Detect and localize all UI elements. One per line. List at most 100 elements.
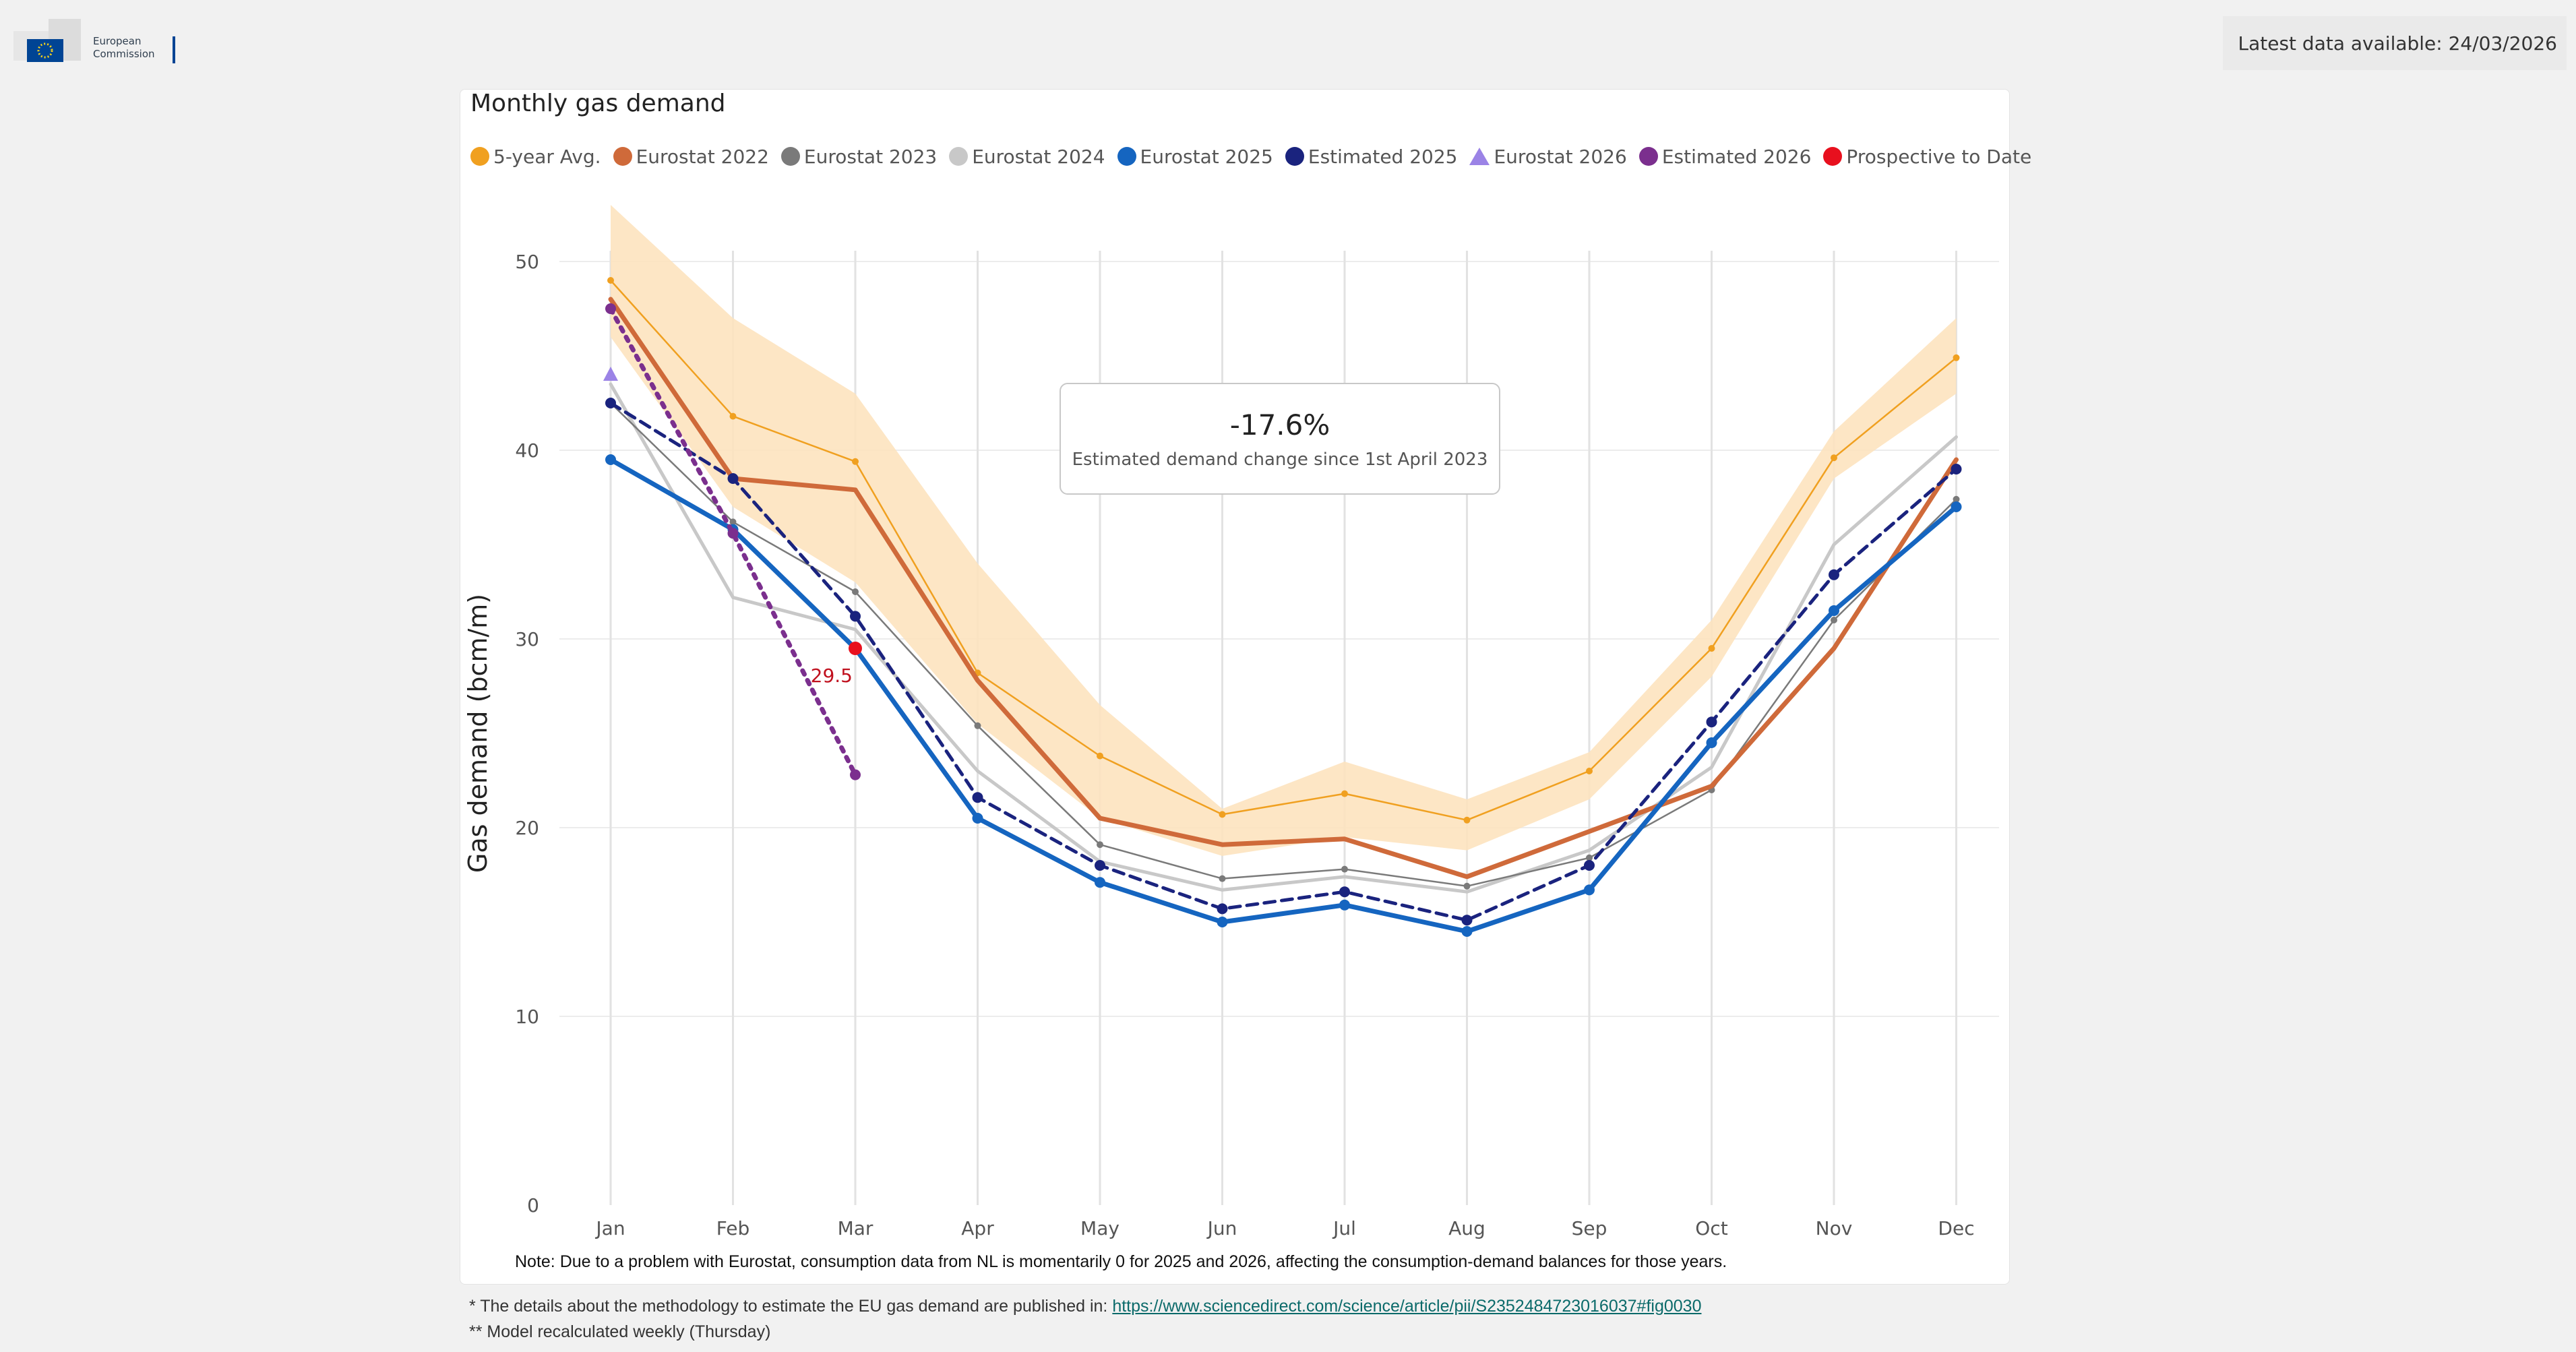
series-line [608, 457, 1959, 934]
series-point [850, 611, 861, 622]
series-point [1341, 790, 1348, 797]
methodology-text: * The details about the methodology to e… [469, 1297, 1108, 1316]
series-point [1706, 716, 1717, 728]
x-tick-label: Dec [1938, 1217, 1974, 1239]
x-tick-label: Jul [1332, 1217, 1356, 1239]
x-tick-label: Oct [1695, 1217, 1727, 1239]
series-point [1831, 617, 1837, 623]
prospective-point [849, 642, 862, 655]
series-point [852, 458, 859, 465]
series-point [1219, 875, 1226, 882]
x-tick-label: Mar [838, 1217, 873, 1239]
series-point [974, 722, 981, 729]
legend-marker-icon [1469, 148, 1490, 165]
series-line [608, 306, 858, 778]
series-point [1463, 816, 1471, 824]
model-recalc-footnote: ** Model recalculated weekly (Thursday) [469, 1322, 771, 1341]
series-point [727, 473, 739, 484]
legend-item[interactable]: Eurostat 2022 [613, 146, 769, 168]
series-point [607, 277, 614, 284]
legend-item[interactable]: 5-year Avg. [470, 146, 601, 168]
series-point [1953, 495, 1960, 503]
legend-item[interactable]: Eurostat 2024 [949, 146, 1105, 168]
x-tick-label: Sep [1572, 1217, 1607, 1239]
logo-line-2: Commission [93, 48, 155, 60]
series-point [605, 454, 616, 465]
series-point [727, 528, 739, 539]
y-tick-label: 50 [515, 251, 539, 273]
series-point [1953, 354, 1960, 361]
legend-item[interactable]: Eurostat 2025 [1117, 146, 1273, 168]
legend-label: Eurostat 2025 [1140, 145, 1273, 168]
legend-item[interactable]: Estimated 2026 [1638, 145, 1812, 168]
x-tick-label: Apr [961, 1217, 994, 1239]
series-point [1217, 917, 1228, 927]
latest-data-box: Latest data available: 24/03/2026 [2223, 16, 2567, 70]
legend-label: Estimated 2026 [1661, 145, 1812, 168]
legend-marker-icon [780, 147, 800, 166]
legend-label: Eurostat 2022 [636, 145, 769, 168]
series-point [1706, 737, 1717, 748]
logo-text: European Commission [93, 35, 155, 61]
series-point [1951, 501, 1962, 512]
x-tick-label: Jan [594, 1217, 625, 1239]
legend-item[interactable]: Eurostat 2023 [780, 145, 938, 168]
demand-change-label: Estimated demand change since 1st April … [1072, 450, 1488, 470]
series-point [1829, 569, 1839, 580]
series-line [609, 279, 1957, 822]
series-point [1586, 768, 1593, 774]
legend-item[interactable]: Estimated 2025 [1285, 145, 1458, 168]
legend-label: Eurostat 2026 [1494, 145, 1627, 168]
series-point [1217, 903, 1228, 915]
legend-label: Eurostat 2024 [972, 145, 1105, 168]
y-tick-label: 10 [515, 1006, 539, 1028]
series-point [729, 518, 737, 526]
demand-change-value: -17.6% [1229, 408, 1330, 441]
demand-change-callout: -17.6% Estimated demand change since 1st… [1060, 383, 1500, 495]
legend-marker-icon [613, 147, 632, 166]
logo-separator [173, 36, 175, 63]
series-point [1586, 854, 1593, 861]
series-point [605, 398, 616, 408]
series-point [1097, 841, 1103, 849]
series-point [1095, 860, 1105, 871]
series-point [1584, 860, 1595, 871]
series-line [608, 297, 1959, 880]
legend-item[interactable]: Eurostat 2026 [1469, 145, 1627, 168]
legend-item[interactable]: Prospective to Date [1823, 146, 2031, 168]
legend-label: Eurostat 2023 [803, 145, 938, 168]
legend-marker-icon [1823, 147, 1843, 166]
series-point [850, 769, 861, 780]
x-tick-label: Nov [1816, 1217, 1853, 1239]
series-point [972, 792, 983, 803]
series-point [1708, 645, 1715, 652]
european-commission-logo [13, 19, 81, 62]
chart-note: Note: Due to a problem with Eurostat, co… [515, 1252, 1727, 1271]
legend-marker-icon [1285, 147, 1304, 166]
y-tick-label: 20 [515, 817, 539, 839]
series-point [972, 813, 983, 824]
series-point [603, 367, 618, 381]
series-point [1951, 464, 1962, 474]
latest-data-text: Latest data available: 24/03/2026 [2238, 32, 2558, 55]
series-point [1339, 899, 1350, 911]
series-point [729, 412, 737, 420]
x-tick-label: Feb [716, 1217, 750, 1239]
y-tick-label: 30 [515, 628, 539, 650]
y-axis-label: Gas demand (bcm/m) [463, 594, 493, 873]
legend-marker-icon [470, 147, 489, 166]
legend-label: Estimated 2025 [1308, 145, 1458, 168]
x-tick-label: Jun [1206, 1217, 1237, 1239]
methodology-link[interactable]: https://www.sciencedirect.com/science/ar… [1112, 1297, 1702, 1316]
logo-line-1: European [93, 35, 142, 47]
series-line [609, 401, 1958, 922]
legend-label: 5-year Avg. [493, 145, 601, 168]
series-point [1463, 882, 1471, 890]
series-point [1829, 605, 1839, 616]
x-tick-label: Aug [1448, 1217, 1485, 1239]
gas-demand-chart: 29.5 0 10 20 30 40 50 Jan Feb Mar Apr May Jun Jul Aug S… [463, 205, 1999, 1239]
series-point [1461, 926, 1473, 937]
x-tick-label: May [1080, 1217, 1120, 1239]
prospective-label: 29.5 [811, 665, 853, 687]
legend-label: Prospective to Date [1846, 145, 2032, 168]
